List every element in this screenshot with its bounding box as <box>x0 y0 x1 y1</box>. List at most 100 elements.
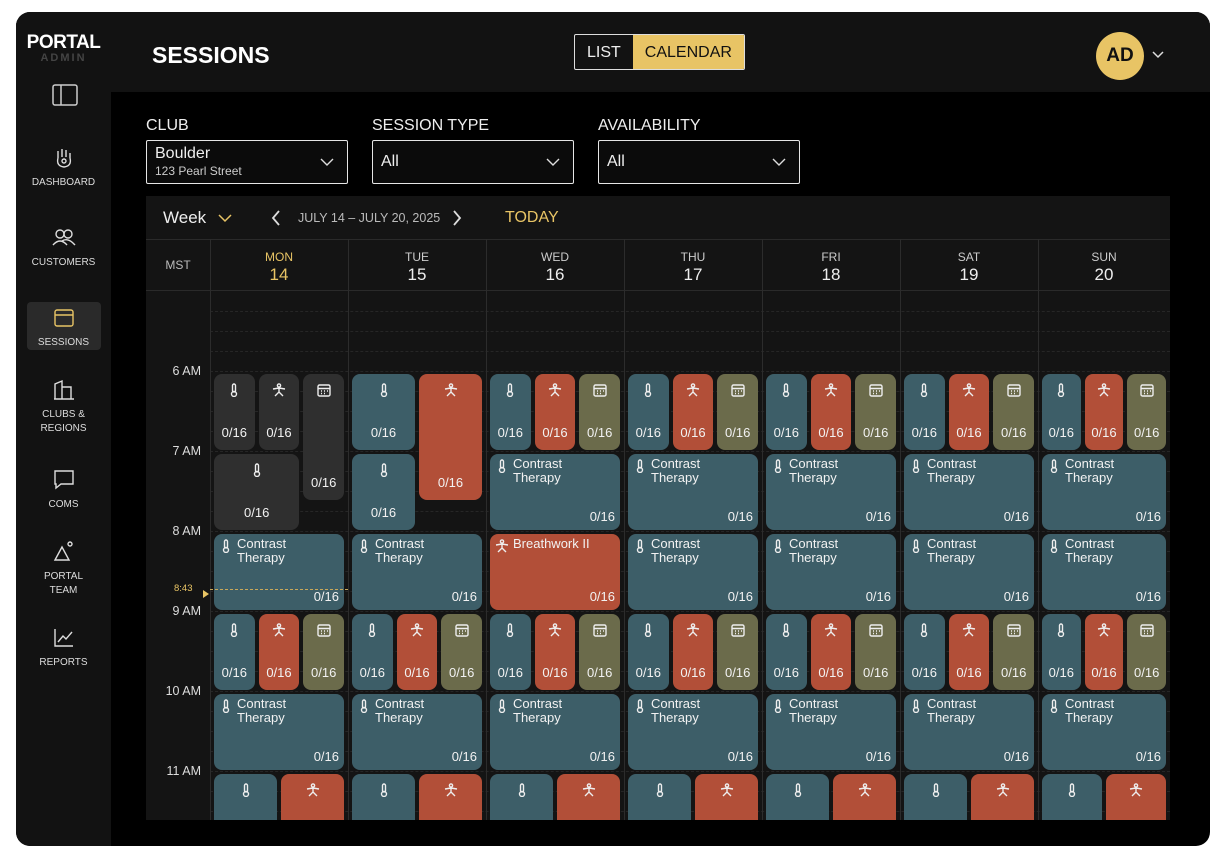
nav-item[interactable]: COMS <box>16 468 111 512</box>
session[interactable]: 0/16 <box>766 374 807 450</box>
filter-select[interactable]: Boulder 123 Pearl Street <box>146 140 348 184</box>
session[interactable]: 0/16 <box>1127 614 1166 690</box>
avatar-chevron[interactable] <box>1151 50 1165 60</box>
session[interactable]: 0/16 <box>766 614 807 690</box>
session[interactable] <box>281 774 344 820</box>
session-count: 0/16 <box>725 425 751 440</box>
session[interactable]: 0/16 <box>1084 614 1124 690</box>
session[interactable]: 0/16 <box>352 614 393 690</box>
session[interactable]: 0/16 <box>258 374 300 450</box>
today-button[interactable]: TODAY <box>505 209 559 226</box>
session[interactable]: Contrast Therapy 0/16 <box>628 694 758 770</box>
session[interactable]: 0/16 <box>717 614 758 690</box>
prev-week[interactable] <box>270 209 282 227</box>
session[interactable]: 0/16 <box>579 374 620 450</box>
session[interactable]: Contrast Therapy 0/16 <box>1042 534 1166 610</box>
session[interactable]: Contrast Therapy 0/16 <box>490 454 620 530</box>
session[interactable]: 0/16 <box>490 614 531 690</box>
nav-item[interactable]: SESSIONS <box>16 306 111 350</box>
session-count: 0/16 <box>437 475 464 490</box>
session[interactable]: Contrast Therapy 0/16 <box>1042 454 1166 530</box>
session[interactable] <box>1106 774 1166 820</box>
session[interactable]: Contrast Therapy 0/16 <box>766 454 896 530</box>
session[interactable] <box>1042 774 1102 820</box>
session[interactable] <box>557 774 620 820</box>
session[interactable]: 0/16 <box>717 374 758 450</box>
session[interactable]: 0/16 <box>579 614 620 690</box>
session[interactable]: Contrast Therapy 0/16 <box>766 694 896 770</box>
session[interactable]: Contrast Therapy 0/16 <box>904 534 1034 610</box>
session[interactable] <box>695 774 758 820</box>
nav-icon <box>53 470 74 490</box>
session[interactable]: 0/16 <box>441 614 482 690</box>
session[interactable]: Contrast Therapy 0/16 <box>1042 694 1166 770</box>
session[interactable]: Contrast Therapy 0/16 <box>352 534 482 610</box>
filter-select[interactable]: All <box>372 140 574 184</box>
session[interactable]: 0/16 <box>993 614 1034 690</box>
session[interactable]: 0/16 <box>810 614 852 690</box>
session[interactable]: 0/16 <box>303 374 344 500</box>
nav-item[interactable]: CUSTOMERS <box>16 226 111 270</box>
nav-item[interactable]: DASHBOARD <box>16 146 111 190</box>
session[interactable] <box>833 774 896 820</box>
session[interactable]: Contrast Therapy 0/16 <box>628 534 758 610</box>
session[interactable] <box>971 774 1034 820</box>
session[interactable]: Contrast Therapy 0/16 <box>352 694 482 770</box>
session[interactable]: 0/16 <box>904 374 945 450</box>
nav-item[interactable]: PORTAL TEAM <box>16 540 111 598</box>
session[interactable]: 0/16 <box>1042 614 1081 690</box>
session[interactable] <box>490 774 553 820</box>
view-button[interactable]: LIST <box>587 44 621 61</box>
nav-item[interactable]: REPORTS <box>16 626 111 670</box>
session[interactable]: 0/16 <box>1042 374 1081 450</box>
session[interactable]: 0/16 <box>534 374 576 450</box>
session[interactable]: 0/16 <box>490 374 531 450</box>
sidebar-toggle[interactable] <box>52 84 78 106</box>
session[interactable]: 0/16 <box>948 374 990 450</box>
session[interactable]: 0/16 <box>1127 374 1166 450</box>
session[interactable]: 0/16 <box>672 614 714 690</box>
session[interactable]: 0/16 <box>214 614 255 690</box>
session[interactable]: 0/16 <box>855 374 896 450</box>
session[interactable]: 0/16 <box>810 374 852 450</box>
session[interactable]: 0/16 <box>214 454 300 530</box>
session[interactable] <box>214 774 277 820</box>
session[interactable]: 0/16 <box>352 454 415 530</box>
view-button[interactable]: CALENDAR <box>632 35 744 69</box>
session[interactable] <box>419 774 482 820</box>
session[interactable] <box>766 774 829 820</box>
session[interactable]: 0/16 <box>628 374 669 450</box>
next-week[interactable] <box>451 209 463 227</box>
session[interactable]: 0/16 <box>993 374 1034 450</box>
session[interactable]: Contrast Therapy 0/16 <box>214 534 344 610</box>
avatar[interactable]: AD <box>1096 32 1144 80</box>
session[interactable] <box>628 774 691 820</box>
session[interactable]: 0/16 <box>534 614 576 690</box>
session[interactable]: Contrast Therapy 0/16 <box>214 694 344 770</box>
session[interactable]: 0/16 <box>855 614 896 690</box>
session[interactable] <box>904 774 967 820</box>
session[interactable]: 0/16 <box>904 614 945 690</box>
session[interactable]: 0/16 <box>352 374 415 450</box>
session[interactable]: 0/16 <box>303 614 344 690</box>
filter-select[interactable]: All <box>598 140 800 184</box>
session[interactable] <box>352 774 415 820</box>
session[interactable]: Contrast Therapy 0/16 <box>490 694 620 770</box>
session[interactable]: 0/16 <box>396 614 438 690</box>
view-select[interactable]: Week <box>163 208 207 227</box>
session[interactable]: 0/16 <box>1084 374 1124 450</box>
session[interactable]: 0/16 <box>214 374 255 450</box>
session[interactable]: Contrast Therapy 0/16 <box>628 454 758 530</box>
session[interactable]: 0/16 <box>258 614 300 690</box>
session[interactable]: Contrast Therapy 0/16 <box>766 534 896 610</box>
view-chevron[interactable] <box>217 212 233 224</box>
nav-item[interactable]: CLUBS & REGIONS <box>16 378 111 436</box>
session[interactable]: 0/16 <box>948 614 990 690</box>
session[interactable]: Contrast Therapy 0/16 <box>904 454 1034 530</box>
session[interactable]: Contrast Therapy 0/16 <box>904 694 1034 770</box>
session[interactable]: 0/16 <box>628 614 669 690</box>
session[interactable]: Breathwork II 0/16 <box>490 534 620 610</box>
session-icon <box>633 699 647 716</box>
session[interactable]: 0/16 <box>419 374 482 500</box>
session[interactable]: 0/16 <box>672 374 714 450</box>
